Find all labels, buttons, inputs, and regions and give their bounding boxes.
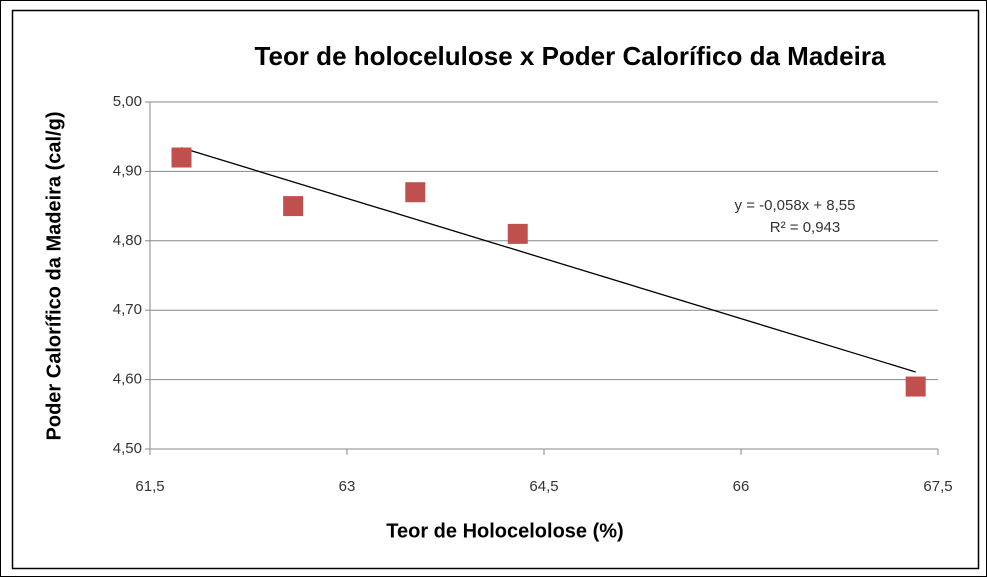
x-tick-label: 61,5 [135,478,164,495]
point [171,147,192,168]
r-squared: R² = 0,943 [770,219,840,236]
y-tick-label: 4,70 [113,301,142,318]
y-tick-label: 5,00 [113,93,142,110]
point [905,376,926,397]
trendline [181,147,916,373]
point [507,223,528,244]
y-axis-title: Poder Calorífico da Madeira (cal/g) [43,112,65,441]
chart-title: Teor de holocelulose x Poder Calorífico … [255,41,886,71]
point [405,182,426,203]
trend-equation: y = -0,058x + 8,55 [735,197,856,214]
y-tick-label: 4,60 [113,371,142,388]
y-tick-label: 4,50 [113,440,142,457]
point [283,196,304,217]
x-tick-label: 66 [733,478,750,495]
y-tick-label: 4,90 [113,162,142,179]
x-axis-title: Teor de Holocelolose (%) [386,520,623,542]
y-tick-label: 4,80 [113,232,142,249]
x-tick-label: 63 [339,478,356,495]
x-tick-label: 67,5 [923,478,952,495]
x-tick-label: 64,5 [529,478,558,495]
chart-frame [11,9,980,570]
